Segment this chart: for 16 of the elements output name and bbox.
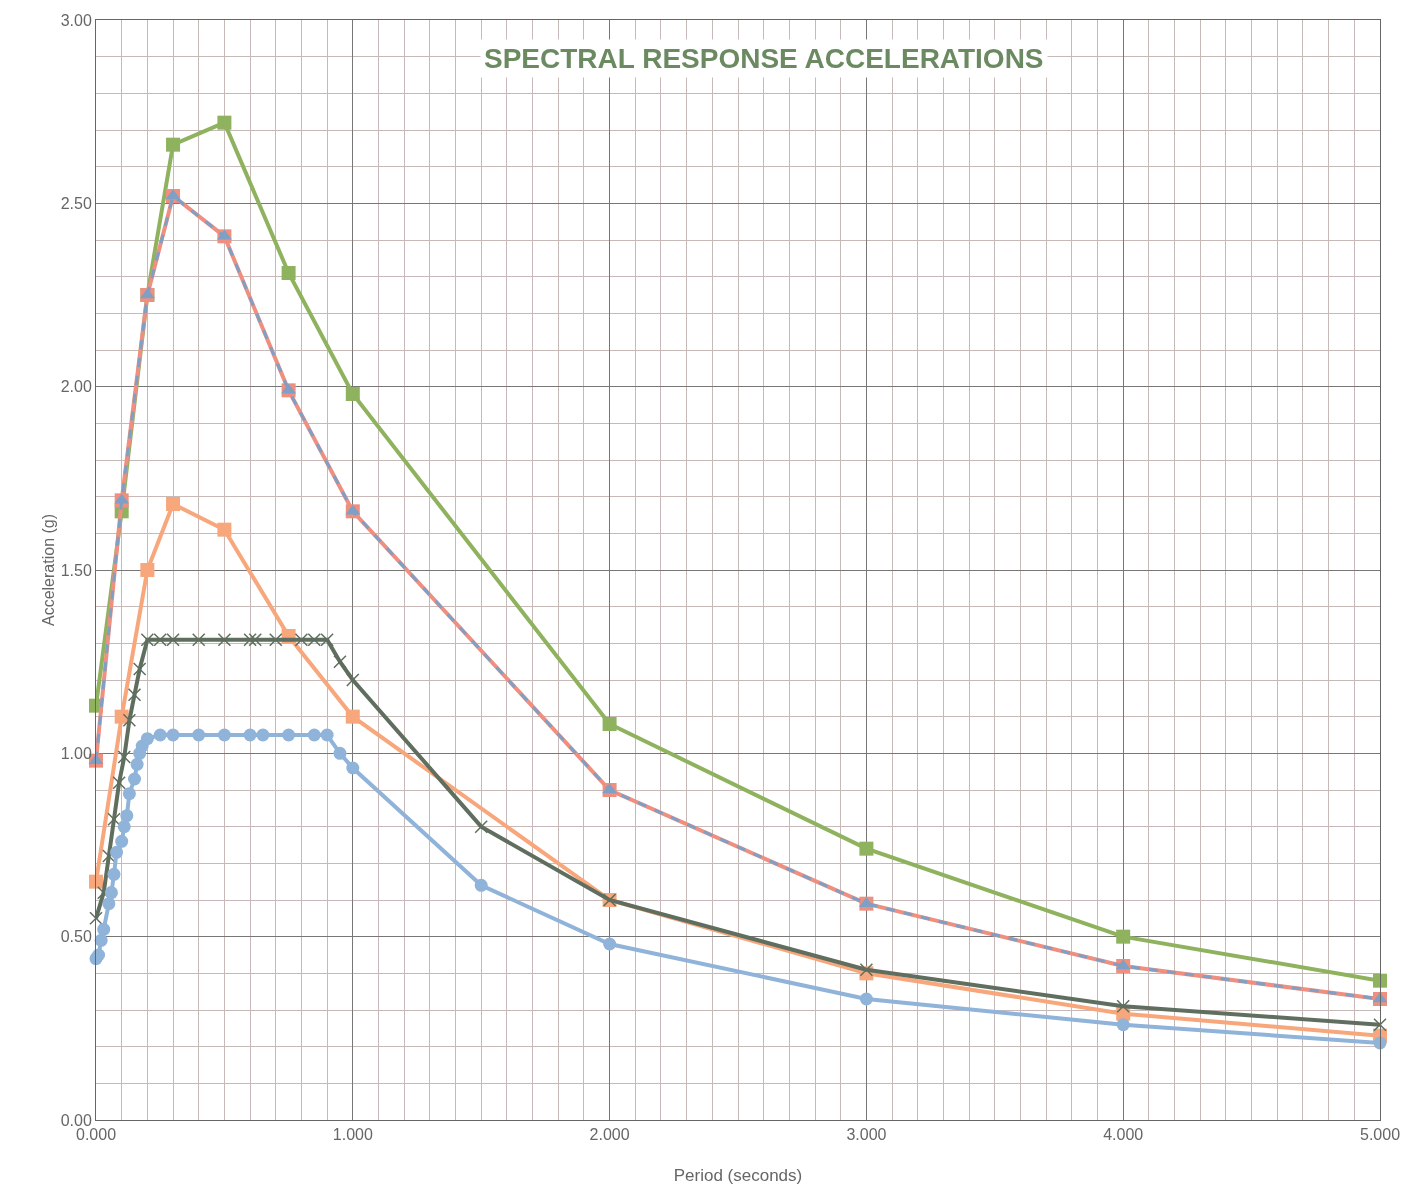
y-tick-label: 1.50 bbox=[60, 561, 92, 579]
y-tick-label: 2.50 bbox=[60, 194, 92, 212]
x-tick-label: 4.000 bbox=[1103, 1126, 1144, 1144]
x-tick-label: 1.000 bbox=[332, 1126, 373, 1144]
x-tick-label: 2.000 bbox=[589, 1126, 630, 1144]
x-axis-title: Period (seconds) bbox=[673, 1166, 803, 1185]
text: SPECTRAL RESPONSE ACCELERATIONS bbox=[484, 43, 1044, 74]
y-tick-label: 3.00 bbox=[60, 11, 92, 29]
y-tick-label: 0.00 bbox=[60, 1111, 92, 1129]
y-tick-label: 1.00 bbox=[60, 744, 92, 762]
x-tick-label: 5.000 bbox=[1359, 1126, 1401, 1144]
x-tick-label: 0.000 bbox=[75, 1126, 117, 1144]
y-tick-label: 2.00 bbox=[60, 378, 92, 396]
x-tick-label: 3.000 bbox=[846, 1126, 887, 1144]
y-tick-label: 0.50 bbox=[60, 928, 92, 946]
y-axis-title: Acceleration (g) bbox=[40, 513, 57, 627]
